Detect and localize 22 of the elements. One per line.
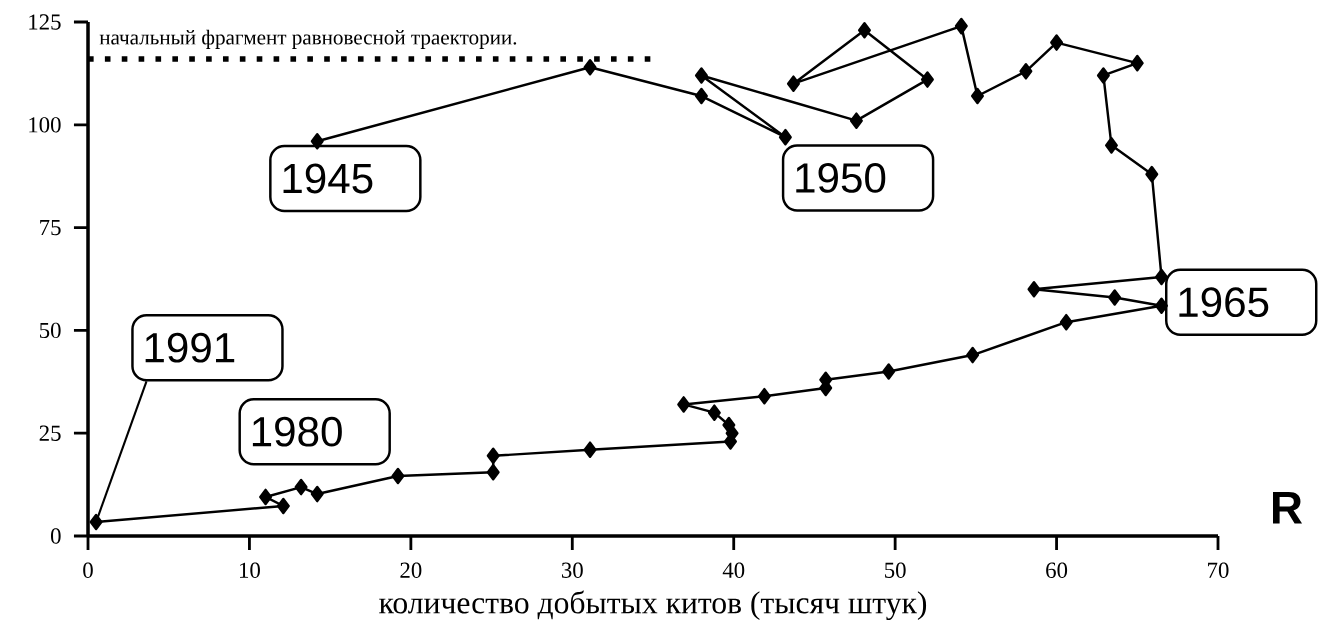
y-tick-label: 125 xyxy=(29,14,61,30)
text: R xyxy=(1273,492,1303,524)
annotation: 1945 xyxy=(283,163,373,194)
x-tick-label: 70 xyxy=(1208,562,1229,578)
annotation: 1980 xyxy=(252,416,342,447)
x-tick-label: 20 xyxy=(400,562,422,578)
y-tick-label: 50 xyxy=(40,322,61,339)
x-tick-label: 0 xyxy=(83,562,93,578)
legend-label: начальный фрагмент равновесной траектории. xyxy=(99,29,517,49)
x-tick-label: 60 xyxy=(1046,562,1068,578)
y-tick-label: 75 xyxy=(40,220,61,236)
y-tick-label: 0 xyxy=(50,528,61,544)
y-tick-label: 100 xyxy=(29,117,61,133)
x-tick-label: 50 xyxy=(885,562,906,578)
x-axis-title: количество добытых китов (тысяч штук) xyxy=(379,590,927,621)
annotation: 1991 xyxy=(145,332,235,363)
x-tick-label: 10 xyxy=(240,562,260,578)
x-tick-label: 30 xyxy=(561,562,583,578)
annotation: 1950 xyxy=(796,162,886,193)
x-tick-label: 40 xyxy=(722,562,745,578)
y-tick-label: 25 xyxy=(39,425,61,441)
annotation: 1965 xyxy=(1179,287,1269,318)
